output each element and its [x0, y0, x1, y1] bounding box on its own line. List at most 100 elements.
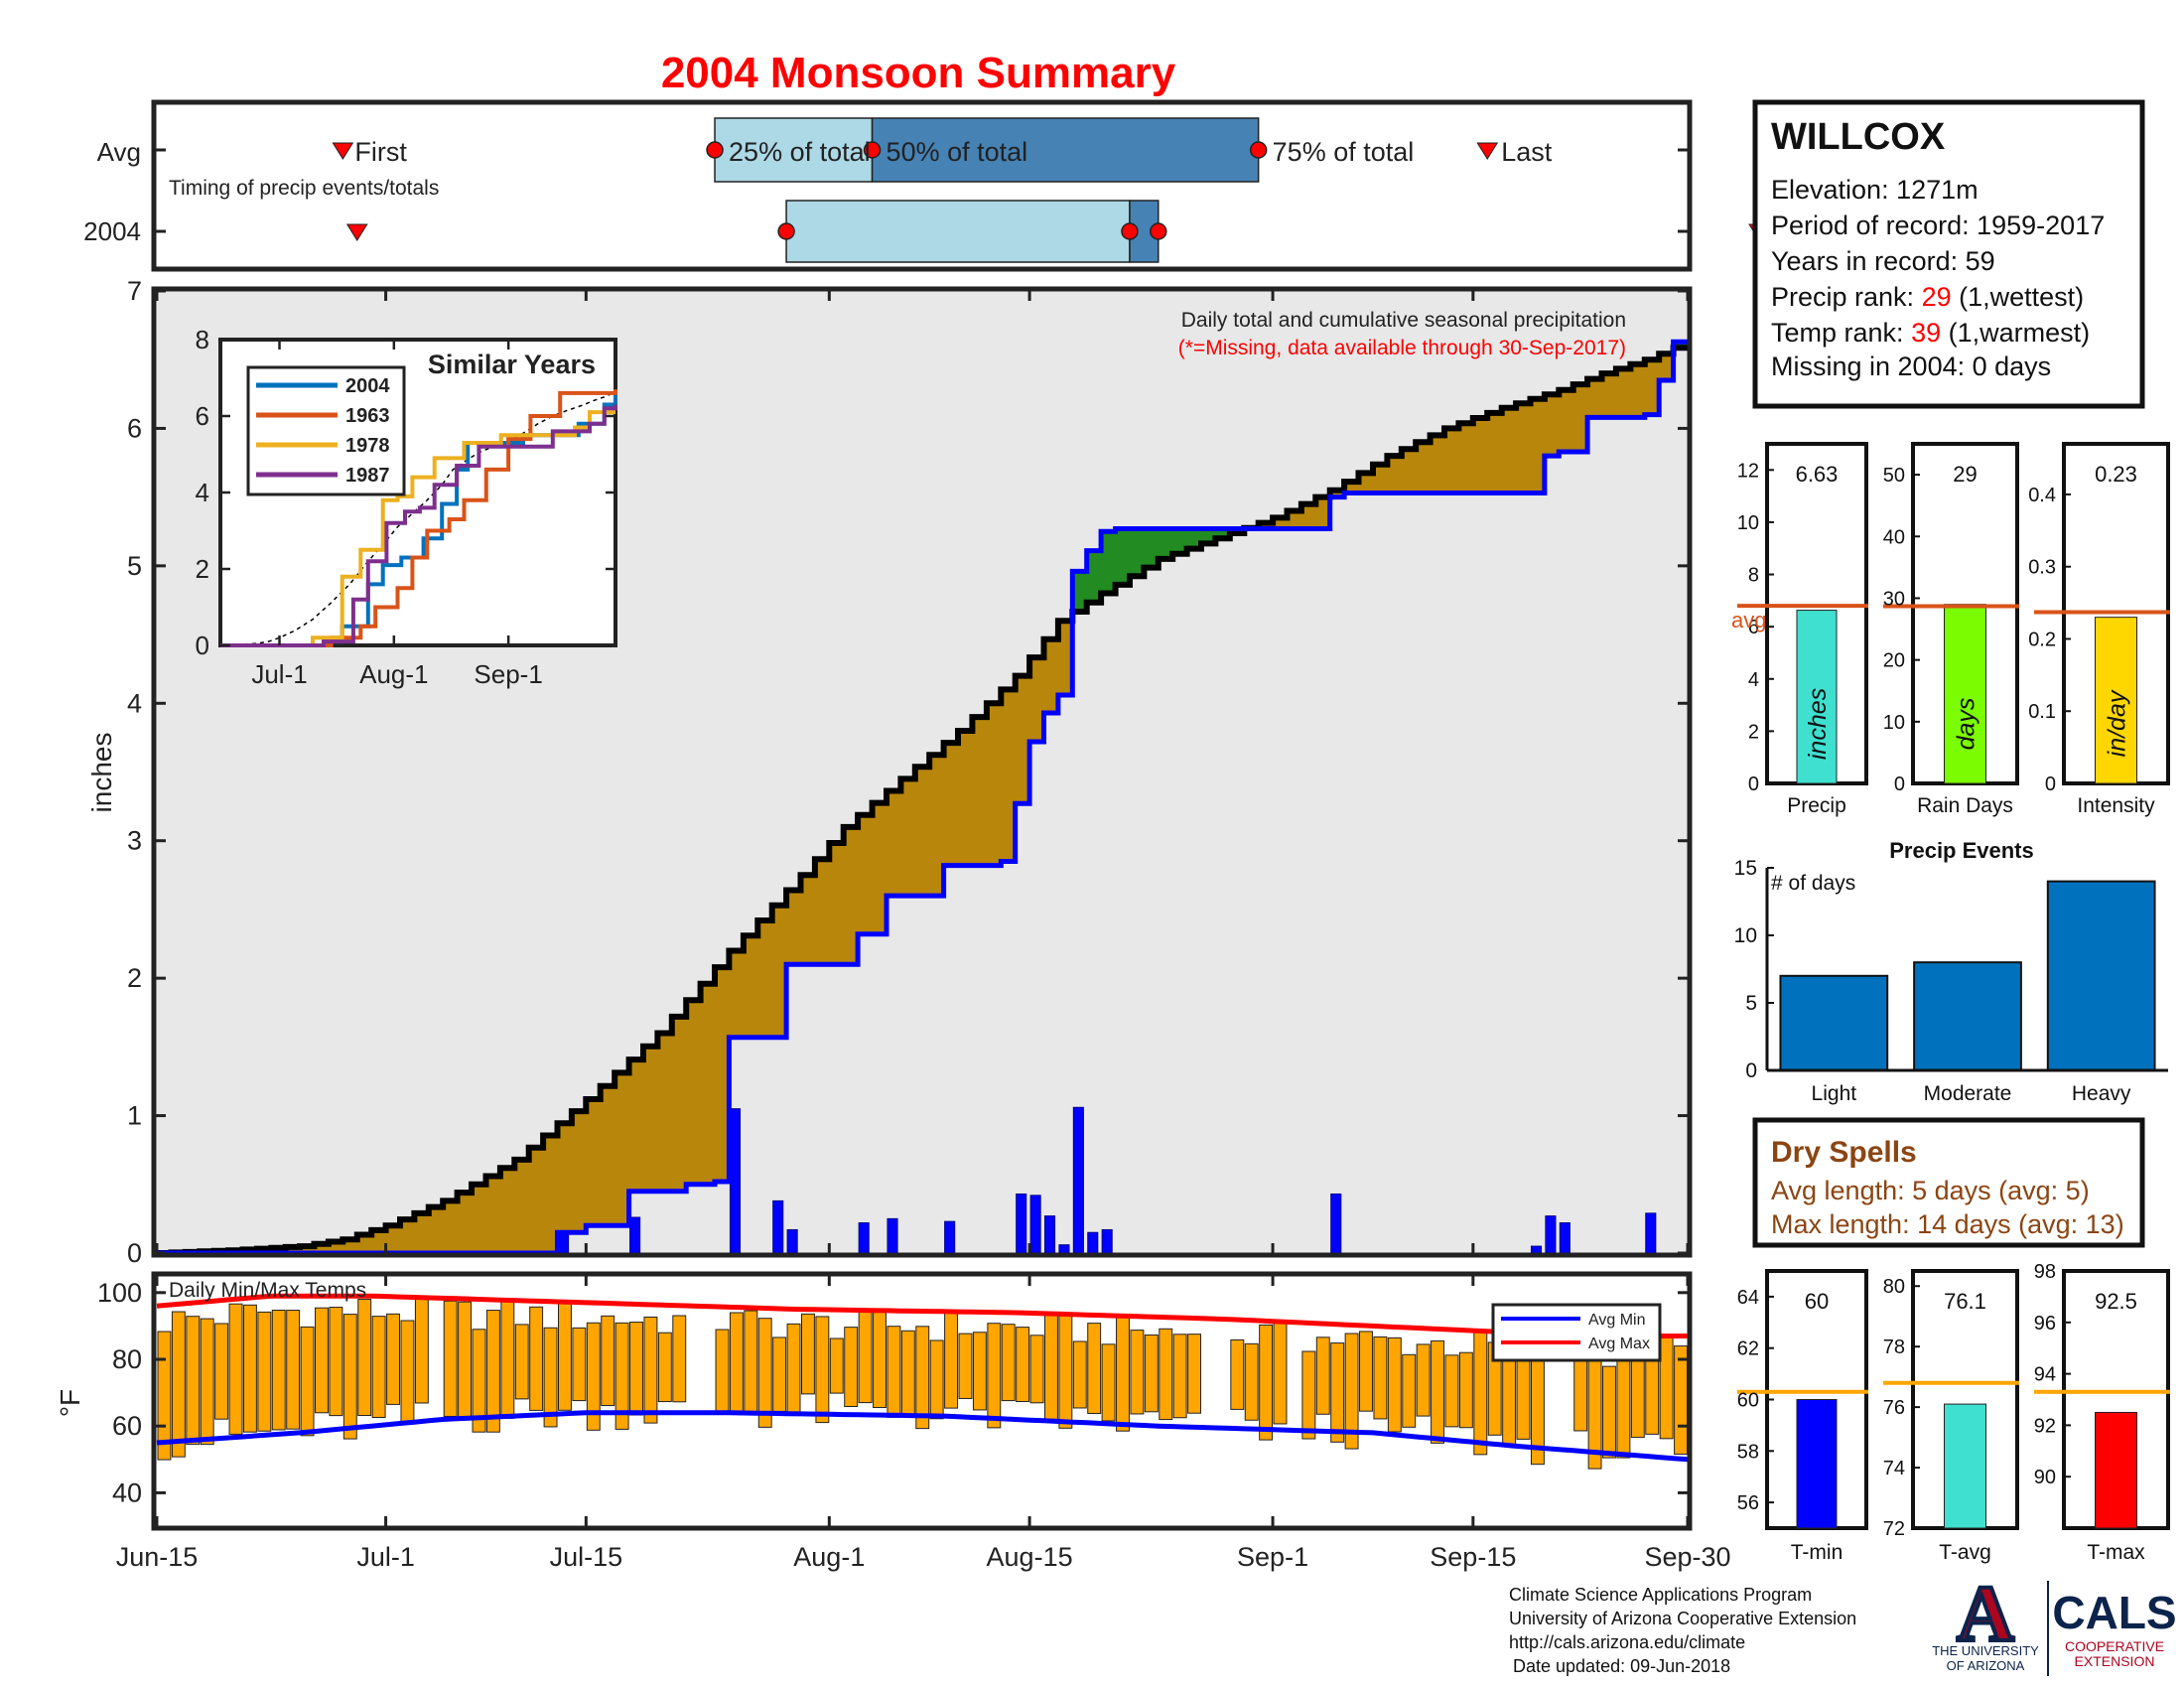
small-panel-bar — [1796, 1399, 1838, 1529]
temp-range-bar — [386, 1313, 400, 1405]
temp-range-bar — [500, 1300, 515, 1419]
temp-range-bar — [315, 1307, 329, 1414]
small-panel-ytick-label: 0 — [1748, 774, 1759, 795]
cumulative-difference-fill — [958, 730, 974, 866]
daily-precip-bar — [1016, 1193, 1027, 1254]
small-panel-ytick-label: 76 — [1883, 1397, 1905, 1419]
temp-range-bar — [958, 1333, 973, 1399]
small-panel-ytick-label: 20 — [1883, 650, 1905, 672]
timing-event-triangle — [1476, 142, 1499, 160]
temp-range-bar — [543, 1327, 558, 1428]
main-chart-note: (*=Missing, data available through 30-Se… — [1178, 337, 1626, 359]
daily-precip-bar — [944, 1220, 956, 1254]
temp-range-bar — [1645, 1360, 1660, 1435]
avg-max-temp-line — [156, 1293, 1688, 1338]
small-panel-ytick-label: 72 — [1883, 1518, 1905, 1540]
cumulative-difference-fill — [800, 875, 816, 965]
season-totals-panels: 6.63 inches 0 2 4 6 8 10 12 Precip 29 days 0 10 20 30 40… — [1731, 442, 2170, 817]
small-panel-ytick-label: 94 — [2034, 1364, 2056, 1386]
inset-ytick-label: 4 — [196, 478, 209, 507]
temp-range-bar — [1087, 1323, 1102, 1414]
timing-bar-25-50 — [714, 117, 874, 183]
avg-cumulative-line — [157, 345, 1688, 1256]
timing-75-label: 75% of total — [1273, 137, 1415, 167]
temp-range-bar — [614, 1322, 629, 1430]
cumulative-difference-fill — [557, 1123, 573, 1233]
small-panel-ytick-label: 0.4 — [2028, 485, 2056, 506]
cumulative-difference-fill — [328, 1241, 343, 1253]
small-panel-ytick-label: 58 — [1737, 1441, 1759, 1463]
temp-range-bar — [858, 1308, 873, 1404]
temp-range-bar — [944, 1312, 959, 1409]
cumulative-difference-fill — [1458, 423, 1474, 493]
temps-title: Daily Min/Max Temps — [169, 1279, 366, 1302]
small-panel-value: 29 — [1953, 462, 1977, 487]
small-panel-ytick-label: 0.1 — [2028, 701, 2056, 723]
daily-precip-bar — [1058, 1244, 1070, 1254]
small-panel-ytick-label: 56 — [1737, 1492, 1759, 1514]
cumulative-difference-fill — [1630, 363, 1646, 418]
temp-range-bar — [572, 1327, 587, 1402]
temp-range-bar — [1301, 1350, 1316, 1440]
cumulative-difference-fill — [671, 1016, 687, 1192]
temp-range-bar — [929, 1339, 944, 1420]
main-ytick-label: 5 — [127, 551, 142, 581]
precip-event-category: Heavy — [2072, 1082, 2131, 1105]
temp-range-bar — [257, 1311, 272, 1432]
station-missing: Missing in 2004: 0 days — [1771, 352, 2051, 381]
temp-range-bar — [485, 1310, 500, 1433]
cals-logo-text: CALS — [2052, 1587, 2176, 1638]
temp-range-bar — [1001, 1324, 1016, 1402]
temp-range-bar — [1116, 1314, 1130, 1432]
small-panel-ytick-label: 4 — [1748, 669, 1759, 691]
dry-spells-title: Dry Spells — [1771, 1136, 1917, 1169]
cumulative-difference-fill — [843, 826, 859, 965]
daily-precip-bar — [1330, 1193, 1342, 1254]
temp-range-bar — [672, 1315, 687, 1403]
station-info-box: WILLCOX Elevation: 1271m Period of recor… — [1752, 99, 2145, 409]
events-ytick-label: 15 — [1734, 857, 1757, 880]
date-tick-label: Sep-30 — [1644, 1542, 1730, 1572]
daily-precip-bar — [1087, 1231, 1099, 1254]
small-panel-category: Rain Days — [1917, 794, 2013, 817]
small-panel-ytick-label: 0.3 — [2028, 557, 2056, 579]
cumulative-difference-fill — [628, 1059, 644, 1192]
temp-range-bar — [1058, 1313, 1073, 1429]
small-panel-value: 6.63 — [1796, 462, 1839, 487]
temp-range-bar — [844, 1327, 859, 1408]
cumulative-difference-fill — [1387, 456, 1403, 493]
cumulative-difference-fill — [414, 1212, 430, 1253]
temp-range-bar — [987, 1323, 1002, 1429]
cumulative-difference-fill — [472, 1184, 487, 1253]
main-chart-frame — [151, 286, 1693, 1258]
station-temp-rank: Temp rank: 39 (1,warmest) — [1771, 318, 2090, 348]
small-panel-ytick-label: 98 — [2034, 1261, 2056, 1283]
timing-percent-marker — [1121, 222, 1139, 240]
cumulative-difference-fill — [399, 1219, 416, 1253]
small-panel-value: 92.5 — [2095, 1289, 2137, 1314]
events-ytick-label: 10 — [1734, 924, 1757, 947]
timing-avg-label: Avg — [97, 137, 141, 167]
timing-bar-50-75 — [871, 117, 1260, 183]
inset-legend-label: 2004 — [345, 375, 390, 397]
cumulative-difference-fill — [528, 1147, 544, 1253]
inset-ytick-label: 8 — [196, 325, 209, 354]
footer-line-2: University of Arizona Cooperative Extens… — [1509, 1609, 1856, 1628]
temps-legend: Avg Min Avg Max — [1491, 1303, 1662, 1362]
inset-legend-label: 1987 — [345, 465, 390, 487]
main-ytick-label: 2 — [127, 963, 142, 993]
temp-range-bar — [1029, 1335, 1044, 1404]
small-panel-ytick-label: 0.2 — [2028, 629, 2056, 650]
daily-precip-bar — [858, 1222, 870, 1254]
temp-range-bar — [629, 1322, 643, 1416]
small-panel-category: Intensity — [2077, 794, 2155, 817]
temp-range-bar — [715, 1329, 730, 1414]
ua-logo-letter: A — [1957, 1571, 2014, 1658]
station-name: WILLCOX — [1771, 116, 1946, 158]
temp-range-bar — [271, 1309, 286, 1431]
cumulative-difference-fill — [1015, 675, 1030, 804]
cumulative-difference-fill — [1501, 407, 1517, 493]
cumulative-difference-fill — [972, 717, 988, 866]
temp-range-bar — [200, 1318, 214, 1446]
small-panel-unit: days — [1953, 698, 1980, 751]
